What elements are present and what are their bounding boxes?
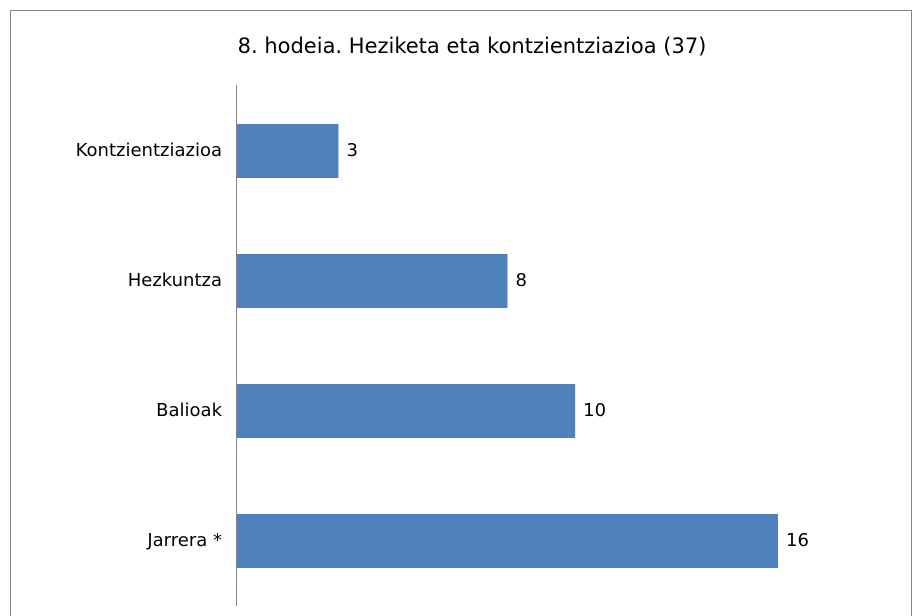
data-label: 10 bbox=[583, 400, 606, 421]
y-tick-label: Jarrera * bbox=[146, 530, 222, 551]
bar bbox=[237, 384, 576, 438]
bar bbox=[237, 514, 778, 568]
data-label: 16 bbox=[786, 530, 809, 551]
bar bbox=[237, 254, 508, 308]
data-label: 3 bbox=[346, 140, 357, 161]
y-tick-label: Balioak bbox=[156, 400, 222, 421]
y-tick-label: Hezkuntza bbox=[128, 270, 222, 291]
data-label: 8 bbox=[516, 270, 527, 291]
y-tick-label: Kontzientziazioa bbox=[76, 140, 222, 161]
bar bbox=[237, 124, 339, 178]
chart-title: 8. hodeia. Heziketa eta kontzientziazioa… bbox=[238, 34, 707, 58]
